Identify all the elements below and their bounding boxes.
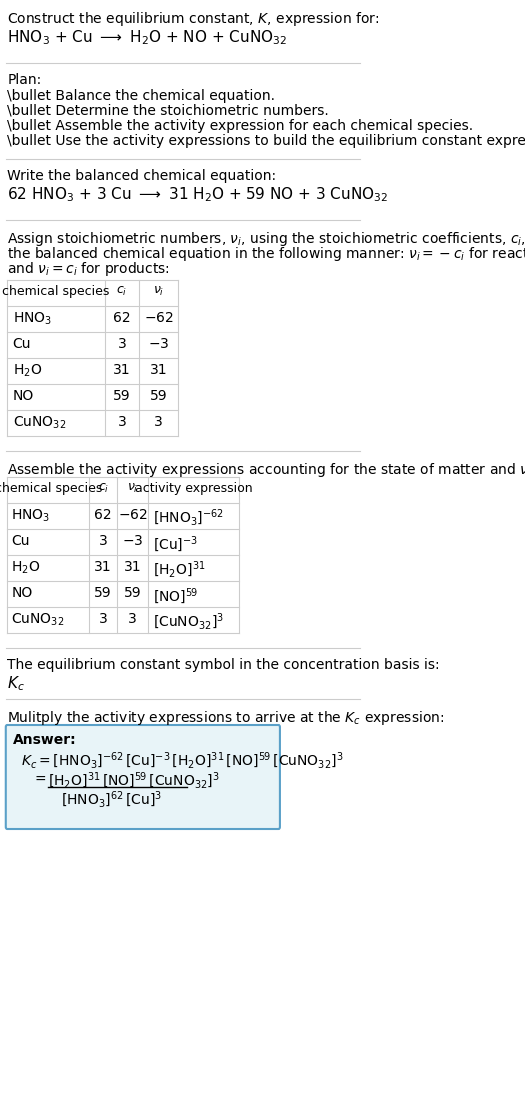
Text: $-3$: $-3$ xyxy=(122,534,143,548)
FancyBboxPatch shape xyxy=(6,725,280,829)
Text: Cu: Cu xyxy=(12,534,30,548)
Text: $\mathrm{HNO_3}$ + Cu $\longrightarrow$ $\mathrm{H_2O}$ + NO + $\mathrm{CuNO_{32: $\mathrm{HNO_3}$ + Cu $\longrightarrow$ … xyxy=(7,28,287,47)
Text: the balanced chemical equation in the following manner: $\nu_i = -c_i$ for react: the balanced chemical equation in the fo… xyxy=(7,245,525,263)
Text: $[\mathrm{HNO_3}]^{62}\,[\mathrm{Cu}]^{3}$: $[\mathrm{HNO_3}]^{62}\,[\mathrm{Cu}]^{3… xyxy=(61,790,163,811)
Text: 31: 31 xyxy=(150,363,167,377)
Text: $\mathrm{H_2O}$: $\mathrm{H_2O}$ xyxy=(12,560,40,577)
Text: chemical species: chemical species xyxy=(0,482,102,494)
Text: 62: 62 xyxy=(113,311,131,325)
Text: 31: 31 xyxy=(113,363,131,377)
Text: Construct the equilibrium constant, $K$, expression for:: Construct the equilibrium constant, $K$,… xyxy=(7,10,380,28)
Text: 62 $\mathrm{HNO_3}$ + 3 Cu $\longrightarrow$ 31 $\mathrm{H_2O}$ + 59 NO + 3 $\ma: 62 $\mathrm{HNO_3}$ + 3 Cu $\longrightar… xyxy=(7,185,388,203)
Text: \bullet Assemble the activity expression for each chemical species.: \bullet Assemble the activity expression… xyxy=(7,119,474,133)
Text: NO: NO xyxy=(13,389,34,403)
Text: $K_c$: $K_c$ xyxy=(7,674,25,693)
Text: $c_i$: $c_i$ xyxy=(98,482,109,496)
Text: Mulitply the activity expressions to arrive at the $K_c$ expression:: Mulitply the activity expressions to arr… xyxy=(7,709,445,728)
Text: Assign stoichiometric numbers, $\nu_i$, using the stoichiometric coefficients, $: Assign stoichiometric numbers, $\nu_i$, … xyxy=(7,230,525,248)
Text: $\nu_i$: $\nu_i$ xyxy=(153,286,164,298)
Text: \bullet Balance the chemical equation.: \bullet Balance the chemical equation. xyxy=(7,89,275,103)
Text: $[\mathrm{HNO_3}]^{-62}$: $[\mathrm{HNO_3}]^{-62}$ xyxy=(153,508,224,528)
Text: $-62$: $-62$ xyxy=(144,311,173,325)
Text: 3: 3 xyxy=(129,612,137,626)
Text: 3: 3 xyxy=(118,337,127,351)
Text: Assemble the activity expressions accounting for the state of matter and $\nu_i$: Assemble the activity expressions accoun… xyxy=(7,461,525,479)
Text: $[\mathrm{H_2O}]^{31}\,[\mathrm{NO}]^{59}\,[\mathrm{CuNO_{32}}]^{3}$: $[\mathrm{H_2O}]^{31}\,[\mathrm{NO}]^{59… xyxy=(48,771,219,791)
Text: $[\mathrm{Cu}]^{-3}$: $[\mathrm{Cu}]^{-3}$ xyxy=(153,534,197,554)
Text: Cu: Cu xyxy=(13,337,31,351)
Text: $\mathrm{H_2O}$: $\mathrm{H_2O}$ xyxy=(13,363,42,380)
Text: chemical species: chemical species xyxy=(2,286,110,298)
Text: NO: NO xyxy=(12,586,33,600)
Text: The equilibrium constant symbol in the concentration basis is:: The equilibrium constant symbol in the c… xyxy=(7,657,440,672)
Text: Write the balanced chemical equation:: Write the balanced chemical equation: xyxy=(7,168,276,183)
Text: and $\nu_i = c_i$ for products:: and $\nu_i = c_i$ for products: xyxy=(7,260,170,278)
Text: $c_i$: $c_i$ xyxy=(117,286,128,298)
Text: 31: 31 xyxy=(124,560,142,574)
Text: $\mathrm{CuNO_{32}}$: $\mathrm{CuNO_{32}}$ xyxy=(12,612,65,628)
Text: $-62$: $-62$ xyxy=(118,508,148,522)
Text: 3: 3 xyxy=(118,415,127,429)
Text: 31: 31 xyxy=(94,560,112,574)
Text: Plan:: Plan: xyxy=(7,73,41,88)
Text: 3: 3 xyxy=(99,534,108,548)
Text: $[\mathrm{CuNO_{32}}]^{3}$: $[\mathrm{CuNO_{32}}]^{3}$ xyxy=(153,612,224,632)
Text: $\nu_i$: $\nu_i$ xyxy=(127,482,139,496)
Text: 59: 59 xyxy=(113,389,131,403)
Text: activity expression: activity expression xyxy=(135,482,253,494)
Text: \bullet Determine the stoichiometric numbers.: \bullet Determine the stoichiometric num… xyxy=(7,104,329,118)
Text: $\mathrm{HNO_3}$: $\mathrm{HNO_3}$ xyxy=(12,508,50,524)
Text: $\mathrm{CuNO_{32}}$: $\mathrm{CuNO_{32}}$ xyxy=(13,415,66,431)
Text: $\mathrm{HNO_3}$: $\mathrm{HNO_3}$ xyxy=(13,311,52,327)
Text: \bullet Use the activity expressions to build the equilibrium constant expressio: \bullet Use the activity expressions to … xyxy=(7,133,525,148)
Text: 59: 59 xyxy=(94,586,112,600)
Text: 59: 59 xyxy=(124,586,142,600)
Text: $K_c = [\mathrm{HNO_3}]^{-62}\,[\mathrm{Cu}]^{-3}\,[\mathrm{H_2O}]^{31}\,[\mathr: $K_c = [\mathrm{HNO_3}]^{-62}\,[\mathrm{… xyxy=(21,750,344,771)
Text: 3: 3 xyxy=(154,415,163,429)
Text: 59: 59 xyxy=(150,389,167,403)
Text: Answer:: Answer: xyxy=(13,733,76,747)
Text: 62: 62 xyxy=(94,508,112,522)
Text: $[\mathrm{NO}]^{59}$: $[\mathrm{NO}]^{59}$ xyxy=(153,586,198,606)
Text: $[\mathrm{H_2O}]^{31}$: $[\mathrm{H_2O}]^{31}$ xyxy=(153,560,205,581)
Text: $=$: $=$ xyxy=(32,771,47,785)
Text: $-3$: $-3$ xyxy=(148,337,169,351)
Text: 3: 3 xyxy=(99,612,108,626)
